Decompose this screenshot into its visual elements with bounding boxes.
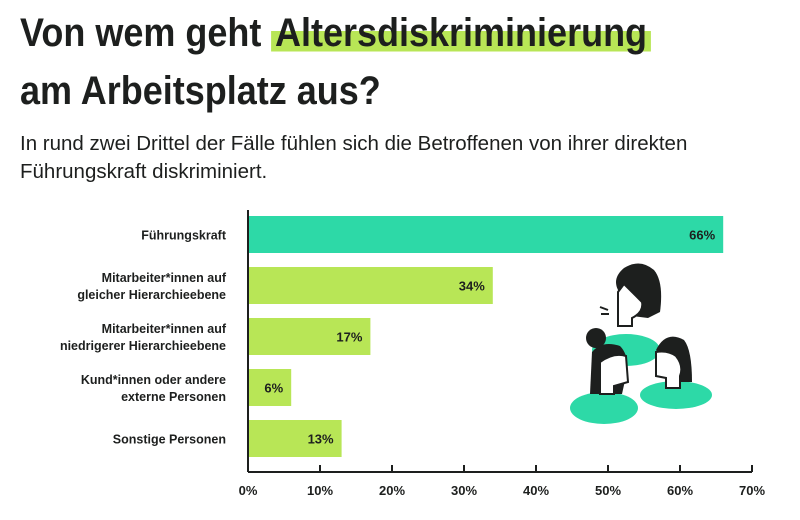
title-part: Von wem geht [20,11,272,55]
category-label: Sonstige Personen [113,433,226,447]
x-tick-label: 0% [239,483,258,498]
value-label: 13% [308,432,334,447]
bar [248,267,493,304]
category-label: Führungskraft [141,229,227,243]
x-tick-label: 50% [595,483,621,498]
bar [248,318,371,355]
subtitle: In rund zwei Drittel der Fälle fühlen si… [20,132,688,183]
value-label: 66% [689,228,715,243]
category-label: Kund*innen oder andere [81,373,226,387]
bar [248,369,292,406]
value-label: 6% [264,381,283,396]
category-label: gleicher Hierarchieebene [77,288,226,302]
x-tick-label: 60% [667,483,693,498]
category-label: niedrigerer Hierarchieebene [60,339,226,353]
title-part-2: am Arbeitsplatz aus? [20,69,381,113]
category-label: Mitarbeiter*innen auf [102,322,227,336]
three-women-talking-icon [570,263,712,424]
x-tick-label: 20% [379,483,405,498]
category-label: Mitarbeiter*innen auf [102,271,227,285]
bar [248,216,724,253]
x-tick-label: 40% [523,483,549,498]
category-label: externe Personen [121,390,226,404]
x-tick-label: 70% [739,483,765,498]
value-label: 17% [336,330,362,345]
bar [248,420,342,457]
x-tick-label: 30% [451,483,477,498]
x-tick-label: 10% [307,483,333,498]
page-title: Von wem geht Altersdiskriminierung am Arb… [20,4,721,120]
title-line-1: Von wem geht Altersdiskriminierung [20,4,651,62]
value-label: 34% [459,279,485,294]
title-highlight: Altersdiskriminierung [271,11,651,55]
